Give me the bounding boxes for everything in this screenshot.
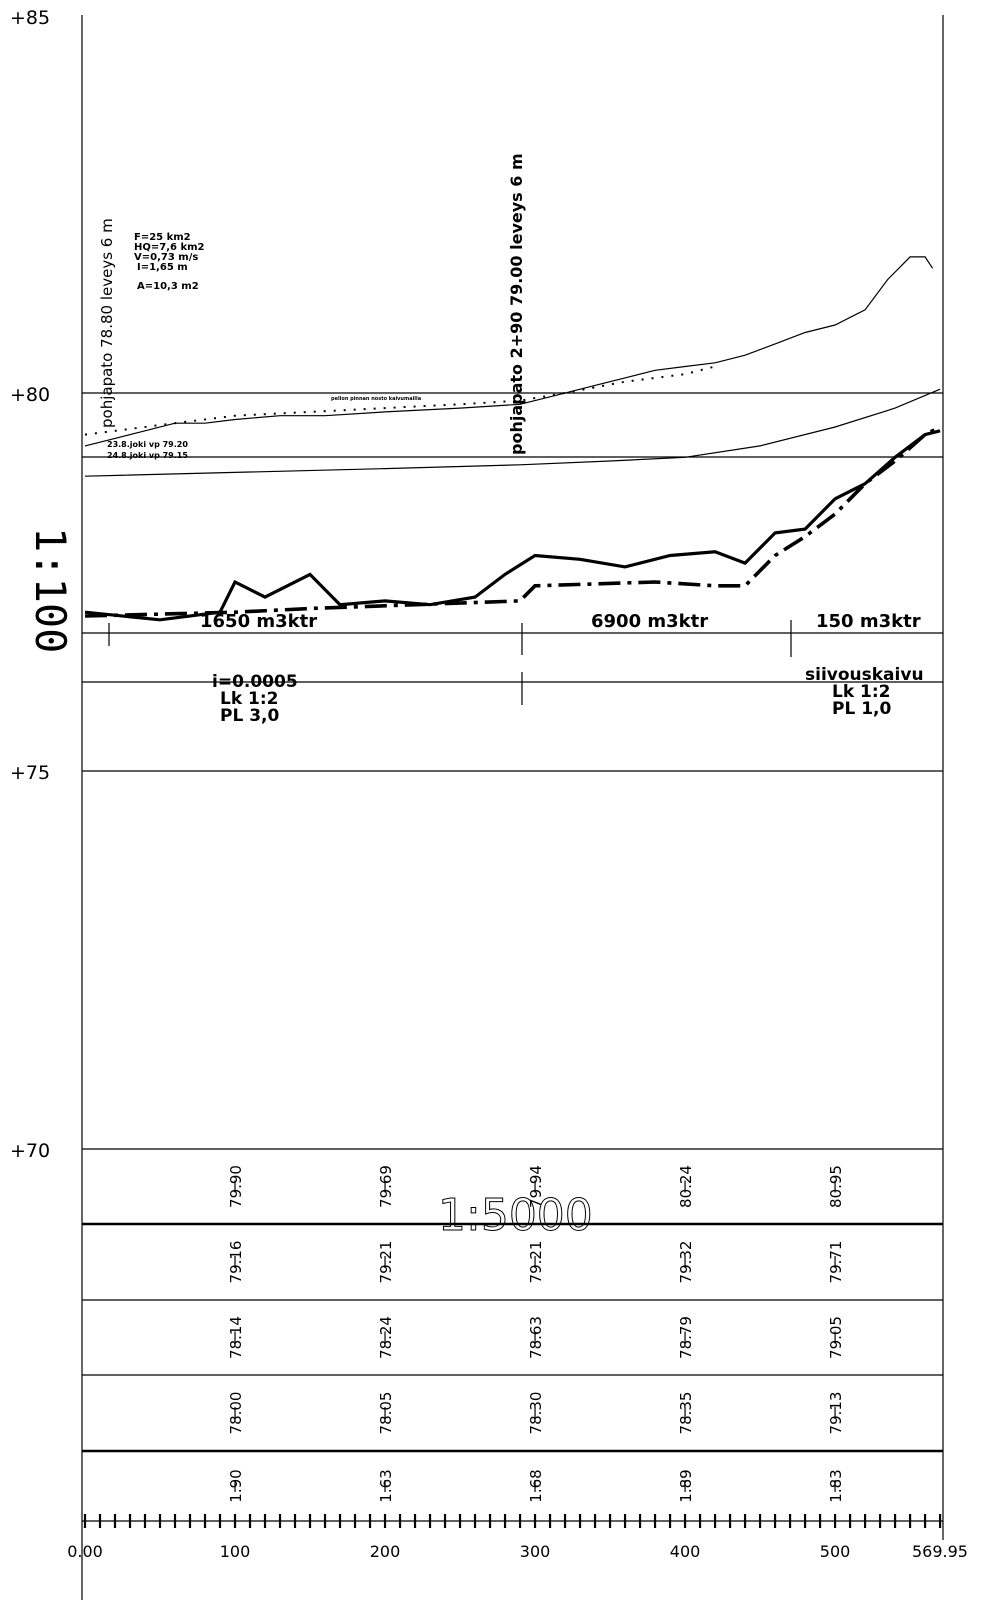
profile-line-4 xyxy=(84,429,941,622)
axis-label: 300 xyxy=(520,1542,551,1561)
table-cell: 79.13 xyxy=(827,1392,845,1435)
axis-label: 400 xyxy=(670,1542,701,1561)
table-cell: 78.79 xyxy=(677,1316,695,1359)
profile-line-2 xyxy=(84,365,716,436)
water-level-note-2: 24.8.joki vp 79.15 xyxy=(107,451,188,460)
hydraulics-block: F=25 km2 HQ=7,6 km2 V=0,73 m/s I=1,65 m … xyxy=(134,232,205,292)
table-cell: 79.05 xyxy=(827,1316,845,1359)
table-cell: 1.63 xyxy=(377,1469,395,1502)
elevation-label-70: +70 xyxy=(10,1140,50,1162)
volume-label-3: 150 m3ktr xyxy=(816,611,921,632)
table-cell: 78.05 xyxy=(377,1392,395,1435)
data-table-borders xyxy=(82,1222,943,1453)
table-cell: 79.21 xyxy=(527,1241,545,1284)
profile-lines xyxy=(84,256,941,622)
table-cell: 79.16 xyxy=(227,1241,245,1284)
table-cell: 79.21 xyxy=(377,1241,395,1284)
data-table: 79.90 79.69 79.94 80.24 80.95 79.16 79.21 79.21… xyxy=(227,1165,845,1503)
table-cell: 1.83 xyxy=(827,1469,845,1502)
table-cell: 78.14 xyxy=(227,1316,245,1359)
elevation-label-85: +85 xyxy=(10,7,50,29)
profile-line-5 xyxy=(84,425,941,618)
table-cell: 79.69 xyxy=(377,1165,395,1208)
axis-label: 100 xyxy=(220,1542,251,1561)
table-cell: 79.32 xyxy=(677,1241,695,1284)
table-cell: 1.90 xyxy=(227,1469,245,1502)
table-cell: 78.24 xyxy=(377,1316,395,1359)
side-slope-note-1: Lk 1:2 xyxy=(220,689,279,709)
water-level-notes: 23.8.joki vp 79.20 24.8.joki vp 79.15 xyxy=(107,440,188,460)
chainage-axis: 0.00 100 200 300 400 500 569.95 xyxy=(67,1514,968,1561)
table-cell: 1.89 xyxy=(677,1469,695,1502)
cleanup-note: siivouskaivu xyxy=(805,665,924,685)
table-cell: 78.63 xyxy=(527,1316,545,1359)
reference-lines xyxy=(82,392,943,1150)
axis-label: 569.95 xyxy=(912,1542,968,1561)
side-slope-note-3: Lk 1:2 xyxy=(832,682,891,702)
bottom-dam-label-1: pohjapato 78.80 leveys 6 m xyxy=(98,218,116,428)
elevation-label-80: +80 xyxy=(10,384,50,406)
axis-label: 500 xyxy=(820,1542,851,1561)
profile-line-3 xyxy=(84,388,941,477)
volume-label-2: 6900 m3ktr xyxy=(591,611,708,632)
axis-label: 200 xyxy=(370,1542,401,1561)
volume-label-1: 1650 m3ktr xyxy=(200,611,317,632)
water-level-note-1: 23.8.joki vp 79.20 xyxy=(107,440,188,449)
velocity-text: V=0,73 m/s xyxy=(134,252,198,263)
table-cell: 80.95 xyxy=(827,1165,845,1208)
section-ticks xyxy=(108,620,792,705)
small-annotation: pellon pinnan nosto kaivumailla xyxy=(331,396,421,402)
horizontal-scale-label: 1:5000 xyxy=(438,1190,593,1241)
table-cell: 79.94 xyxy=(527,1165,545,1208)
table-cell: 1.68 xyxy=(527,1469,545,1502)
table-cell: 78.35 xyxy=(677,1392,695,1435)
table-cell: 79.71 xyxy=(827,1241,845,1284)
bottom-dam-label-2: pohjapato 2+90 79.00 leveys 6 m xyxy=(507,153,526,455)
axis-label: 0.00 xyxy=(67,1542,103,1561)
profile-line-1 xyxy=(84,256,934,447)
table-cell: 80.24 xyxy=(677,1165,695,1208)
vertical-scale-label: 1:100 xyxy=(26,527,75,653)
table-cell: 78.30 xyxy=(527,1392,545,1435)
hydraulics-line-4: I=1,65 m xyxy=(137,262,188,273)
table-cell: 78.00 xyxy=(227,1392,245,1435)
bottom-width-note-1: PL 3,0 xyxy=(220,706,279,726)
table-cell: 79.90 xyxy=(227,1165,245,1208)
frame xyxy=(81,15,944,1600)
slope-note: i=0.0005 xyxy=(212,672,298,692)
catchment-area-text: F=25 km2 xyxy=(134,232,191,243)
elevation-label-75: +75 xyxy=(10,762,50,784)
bottom-width-note-3: PL 1,0 xyxy=(832,699,891,719)
cross-section-area-text: A=10,3 m2 xyxy=(137,281,199,292)
hydraulics-line-2: HQ=7,6 km2 xyxy=(134,242,205,253)
